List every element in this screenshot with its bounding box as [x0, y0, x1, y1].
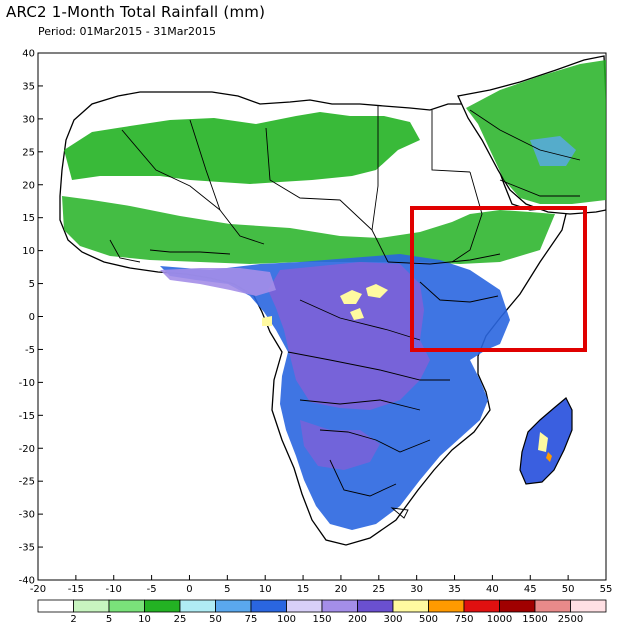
rain-band-arabia-blue	[530, 136, 576, 166]
high-rain-spot-1	[340, 290, 362, 304]
lon-tick-label: 40	[486, 584, 499, 595]
legend-label: 10	[138, 614, 151, 623]
lon-tick-label: 35	[448, 584, 461, 595]
rain-band-arabia-green	[466, 60, 606, 204]
lon-tick-label: 15	[297, 584, 310, 595]
lat-tick-label: 15	[22, 213, 35, 224]
lat-tick-label: 5	[29, 279, 35, 290]
legend-label: 2	[70, 614, 76, 623]
legend-swatch	[321, 599, 358, 613]
lat-tick-label: 0	[29, 312, 35, 323]
legend-swatch	[144, 599, 181, 613]
lat-tick-label: 25	[22, 147, 35, 158]
lat-tick-label: -20	[19, 444, 35, 455]
legend-swatch	[215, 599, 252, 613]
legend-label: 750	[454, 614, 473, 623]
legend-label: 100	[277, 614, 296, 623]
legend-swatch	[108, 599, 145, 613]
legend-label: 50	[209, 614, 222, 623]
madagascar-high-rain	[538, 432, 548, 452]
legend-swatch	[73, 599, 110, 613]
lon-axis: -20 -15 -10 -5 0 5 10 15 20 25 30 35 40 45 50 55	[30, 575, 613, 595]
rain-band-sahel	[62, 196, 555, 264]
lon-tick-label: -5	[147, 584, 157, 595]
lat-tick-label: -5	[25, 345, 35, 356]
high-rain-spot-2	[366, 284, 388, 298]
lat-tick-label: -35	[19, 543, 35, 554]
lon-tick-label: -20	[30, 584, 46, 595]
rainfall-legend: 2 5 10 25 50 75 100 150 200 300 500 750 1000 1500 2500	[37, 599, 607, 623]
lat-tick-label: -40	[19, 576, 35, 587]
legend-swatch	[37, 599, 74, 613]
lon-tick-label: 30	[410, 584, 423, 595]
legend-label: 75	[245, 614, 258, 623]
legend-swatch	[428, 599, 465, 613]
legend-label: 5	[106, 614, 112, 623]
rain-band-purple	[268, 262, 430, 410]
legend-swatch	[250, 599, 287, 613]
legend-label: 300	[383, 614, 402, 623]
lat-tick-label: -25	[19, 477, 35, 488]
lon-tick-label: 45	[524, 584, 537, 595]
legend-swatch	[286, 599, 323, 613]
highlight-box	[410, 206, 587, 352]
legend-swatch	[534, 599, 571, 613]
legend-swatch	[463, 599, 500, 613]
legend-label: 150	[312, 614, 331, 623]
legend-label: 1000	[487, 614, 512, 623]
lon-tick-label: 50	[562, 584, 575, 595]
lon-tick-label: 10	[259, 584, 272, 595]
legend-label: 1500	[522, 614, 547, 623]
lat-tick-label: 10	[22, 246, 35, 257]
legend-swatch	[179, 599, 216, 613]
lon-tick-label: -10	[106, 584, 122, 595]
rain-band-purple-south	[300, 420, 380, 470]
lon-tick-label: 5	[224, 584, 230, 595]
lat-tick-label: -30	[19, 510, 35, 521]
map-field	[59, 55, 606, 546]
lat-tick-label: 30	[22, 114, 35, 125]
legend-swatch	[570, 599, 607, 613]
lon-tick-label: 25	[372, 584, 385, 595]
madagascar-orange-spot	[546, 452, 552, 462]
high-rain-spot-4	[262, 316, 272, 326]
lat-axis: 40 35 30 25 20 15 10 5 0 -5 -10 -15 -20 -25 -30 -35 -40	[19, 49, 43, 587]
lat-tick-label: -15	[19, 411, 35, 422]
legend-swatch	[499, 599, 536, 613]
lat-tick-label: 35	[22, 81, 35, 92]
lat-tick-label: 40	[22, 49, 35, 60]
high-rain-spot-3	[350, 308, 364, 320]
legend-swatch	[392, 599, 429, 613]
lat-tick-label: -10	[19, 378, 35, 389]
map-title: ARC2 1-Month Total Rainfall (mm)	[6, 3, 266, 21]
country-borders	[109, 106, 581, 519]
lon-tick-label: 0	[186, 584, 192, 595]
lon-tick-label: -15	[68, 584, 84, 595]
lon-tick-label: 55	[600, 584, 613, 595]
legend-label: 25	[174, 614, 187, 623]
lon-tick-label: 20	[335, 584, 348, 595]
legend-swatch	[357, 599, 394, 613]
rain-band-purple-west	[160, 268, 276, 296]
legend-label: 500	[419, 614, 438, 623]
map-period: Period: 01Mar2015 - 31Mar2015	[38, 25, 216, 38]
legend-label: 2500	[558, 614, 583, 623]
legend-label: 200	[348, 614, 367, 623]
lat-tick-label: 20	[22, 180, 35, 191]
